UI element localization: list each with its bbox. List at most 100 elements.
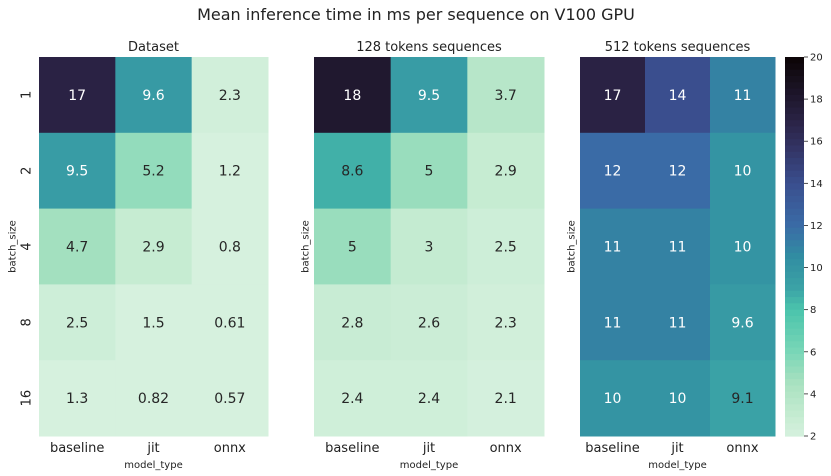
colorbar-band (785, 309, 804, 317)
cell-value-label: 2.4 (418, 391, 440, 407)
colorbar-band (785, 353, 804, 361)
heatmap-cell (191, 57, 269, 134)
heatmap-cell (115, 57, 193, 134)
cell-value-label: 11 (669, 315, 687, 331)
colorbar-tick-label: 18 (810, 95, 823, 106)
heatmap-cell (390, 208, 468, 285)
cell-value-label: 17 (68, 88, 86, 104)
x-tick-label: onnx (214, 441, 246, 456)
colorbar-band (785, 177, 804, 184)
heatmap-cell (467, 284, 545, 361)
panel-title: 512 tokens sequences (605, 40, 751, 55)
cell-value-label: 17 (604, 88, 622, 104)
colorbar-band (785, 429, 804, 437)
heatmap-cell (580, 208, 646, 285)
colorbar-band (785, 240, 804, 248)
cell-value-label: 2.4 (341, 391, 363, 407)
x-tick-label: jit (670, 441, 683, 456)
heatmap-cell (710, 208, 776, 285)
colorbar-band (785, 341, 804, 349)
colorbar-band (785, 303, 804, 311)
colorbar-band (785, 246, 804, 254)
heatmap-cell (390, 360, 468, 437)
x-tick-label: baseline (50, 441, 104, 456)
heatmap-panel-3: 17 14 11 12 12 10 11 11 10 11 11 9.6 10 10 9.1 512 toke… (567, 40, 776, 471)
cell-value-label: 0.8 (219, 240, 241, 256)
colorbar-band (785, 139, 804, 147)
heatmap-cell (580, 132, 646, 210)
heatmap-cell (191, 208, 269, 285)
colorbar-band (785, 164, 804, 172)
heatmap-cell (115, 360, 193, 437)
cell-value-label: 9.6 (142, 88, 164, 104)
colorbar-tick-label: 2 (810, 432, 816, 443)
colorbar-band (785, 284, 804, 292)
heatmap-cell (580, 57, 646, 134)
colorbar-tick-label: 20 (810, 53, 823, 64)
heatmap-cell (39, 57, 116, 134)
x-tick-label: onnx (490, 441, 522, 456)
colorbar-band (785, 107, 804, 115)
colorbar-band (785, 126, 804, 134)
colorbar-band (785, 202, 804, 210)
colorbar-band (785, 290, 804, 298)
cell-value-label: 5 (348, 240, 357, 256)
cell-value-label: 1.2 (219, 164, 241, 180)
heatmap-cell (580, 284, 646, 361)
heatmap-cell (115, 284, 193, 361)
heatmap-cell (580, 360, 646, 437)
y-tick-label: 2 (20, 167, 35, 175)
colorbar-band (785, 259, 804, 267)
colorbar-band (785, 82, 804, 90)
cell-value-label: 10 (604, 391, 622, 407)
heatmap-cell (467, 208, 545, 285)
cell-value-label: 3 (425, 240, 434, 256)
cell-value-label: 2.5 (66, 315, 88, 331)
cell-value-label: 2.5 (495, 240, 517, 256)
colorbar-band (785, 417, 804, 424)
heatmap-cell (390, 132, 468, 210)
colorbar-tick-label: 4 (810, 389, 816, 400)
heatmap-cell (115, 132, 193, 210)
cell-value-label: 4.7 (66, 240, 88, 256)
y-tick-label: 8 (20, 318, 35, 326)
colorbar-band (785, 271, 804, 279)
colorbar-band (785, 57, 804, 64)
x-tick-label: baseline (585, 441, 639, 456)
heatmap-cell (645, 57, 711, 134)
heatmap-cell (710, 284, 776, 361)
panel-title: Dataset (128, 40, 179, 55)
colorbar-band (785, 195, 804, 203)
cell-value-label: 9.6 (731, 315, 753, 331)
x-tick-label: onnx (726, 441, 758, 456)
heatmap-cell (467, 360, 545, 437)
colorbar-tick-label: 8 (810, 305, 816, 316)
heatmap-cell (390, 57, 468, 134)
cell-value-label: 18 (343, 88, 361, 104)
cell-value-label: 9.1 (731, 391, 753, 407)
colorbar-band (785, 315, 804, 323)
colorbar-tick-label: 10 (810, 263, 823, 274)
heatmap-cell (39, 284, 116, 361)
heatmap-cell (39, 208, 116, 285)
heatmap-cell (645, 132, 711, 210)
colorbar-band (785, 372, 804, 380)
colorbar-band (785, 322, 804, 330)
cell-value-label: 10 (734, 240, 752, 256)
x-tick-label: jit (422, 441, 435, 456)
colorbar-band (785, 366, 804, 374)
colorbar-band (785, 151, 804, 159)
heatmap-cell (314, 284, 392, 361)
colorbar-band (785, 398, 804, 406)
colorbar-band (785, 404, 804, 412)
heatmap-cell (314, 57, 392, 134)
colorbar-band (785, 265, 804, 273)
heatmap-cell (710, 360, 776, 437)
cell-value-label: 5.2 (142, 164, 164, 180)
cell-value-label: 1.5 (142, 315, 164, 331)
cell-value-label: 11 (604, 315, 622, 331)
colorbar-band (785, 189, 804, 197)
heatmap-cell (39, 132, 116, 210)
heatmap-cell (645, 284, 711, 361)
